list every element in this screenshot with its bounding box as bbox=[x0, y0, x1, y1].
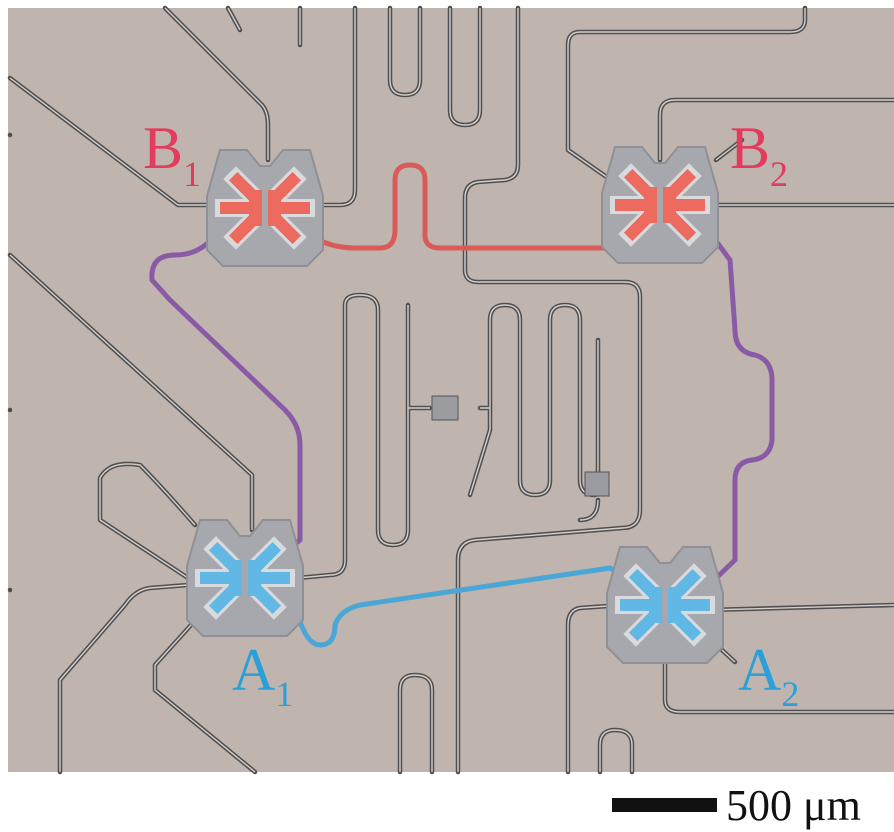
label-letter: A bbox=[232, 637, 275, 703]
label-letter: A bbox=[738, 637, 781, 703]
junction-pad bbox=[585, 472, 609, 496]
scale-bar-label: 500 μm bbox=[726, 781, 861, 830]
qubit-b2 bbox=[602, 147, 718, 263]
qubit-b1 bbox=[207, 150, 323, 266]
label-subscript: 2 bbox=[781, 674, 799, 714]
qubit-a2 bbox=[607, 547, 723, 663]
label-subscript: 2 bbox=[770, 154, 788, 194]
scale-bar bbox=[612, 798, 717, 812]
label-letter: B bbox=[143, 115, 183, 181]
label-subscript: 1 bbox=[183, 154, 201, 194]
junction-pad bbox=[432, 396, 458, 420]
label-subscript: 1 bbox=[275, 674, 293, 714]
qubit-a1 bbox=[187, 520, 303, 636]
label-letter: B bbox=[730, 115, 770, 181]
figure: B1 B2 A1 A2 500 μm bbox=[0, 0, 894, 832]
